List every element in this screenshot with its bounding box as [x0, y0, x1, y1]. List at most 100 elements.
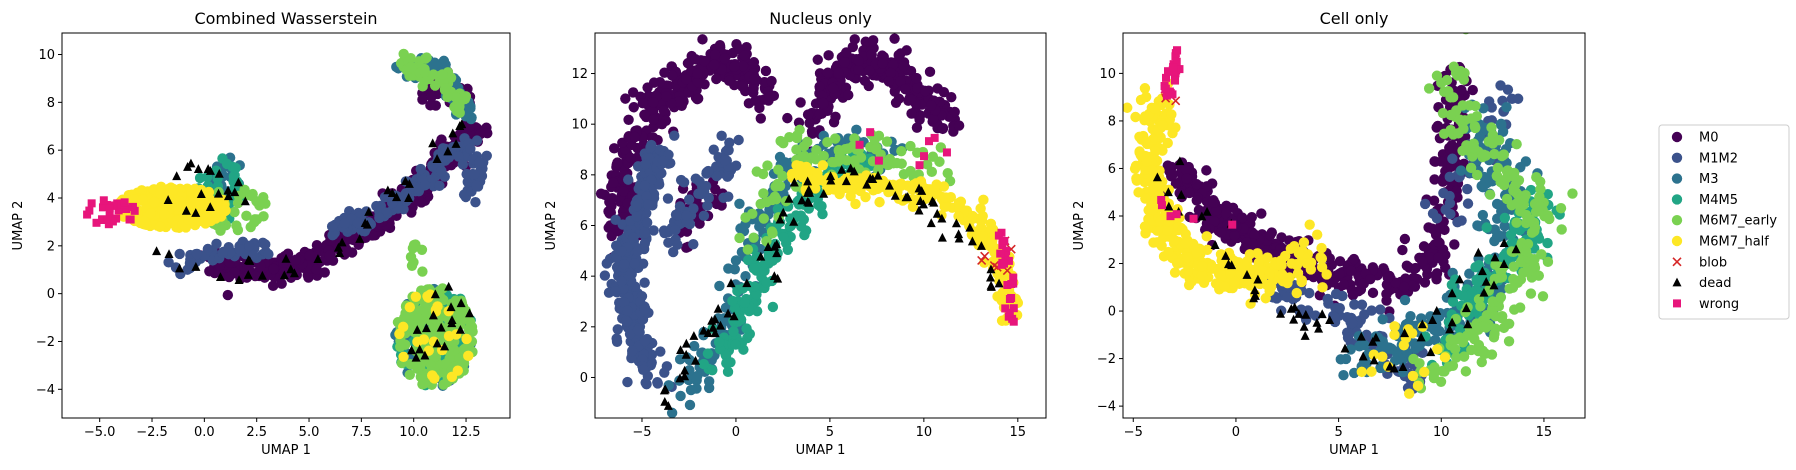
point-dead — [428, 138, 438, 148]
x-axis-label: UMAP 1 — [796, 443, 846, 458]
x-axis-label: UMAP 1 — [261, 443, 311, 458]
point-m1m2 — [1322, 293, 1333, 305]
point-m6m7_early — [734, 232, 745, 244]
point-m0 — [911, 72, 922, 84]
point-dead — [926, 218, 936, 228]
point-m1m2 — [1346, 317, 1358, 329]
point-m4m5 — [721, 358, 732, 369]
point-m6m7_half — [953, 197, 965, 209]
point-m4m5 — [707, 365, 718, 376]
point-m6m7_half — [201, 210, 212, 222]
point-m6m7_half — [394, 328, 405, 340]
point-m0 — [1452, 192, 1463, 203]
point-m0 — [637, 98, 648, 109]
point-m0 — [623, 114, 634, 125]
point-dead — [986, 264, 996, 274]
point-m6m7_early — [406, 61, 417, 73]
point-m0 — [255, 260, 266, 272]
point-m3 — [1380, 341, 1392, 353]
point-m6m7_early — [1508, 185, 1519, 196]
point-m3 — [1478, 103, 1489, 114]
point-m1m2 — [436, 165, 447, 177]
point-dead — [456, 298, 466, 308]
point-dead — [411, 352, 421, 362]
point-dead — [404, 179, 414, 188]
point-m4m5 — [739, 297, 750, 309]
point-m6m7_early — [761, 236, 772, 247]
point-m1m2 — [1419, 198, 1431, 210]
point-m0 — [648, 114, 659, 125]
point-m4m5 — [815, 201, 827, 213]
point-dead — [676, 345, 686, 355]
point-m1m2 — [457, 159, 469, 170]
point-m6m7_early — [798, 141, 810, 152]
point-dead — [313, 254, 323, 263]
point-m1m2 — [1456, 215, 1467, 226]
point-dead — [164, 249, 174, 259]
point-m0 — [1401, 260, 1413, 271]
point-m6m7_half — [195, 200, 206, 211]
point-m0 — [830, 111, 841, 122]
point-m0 — [748, 73, 760, 85]
point-m6m7_early — [818, 150, 829, 162]
point-m6m7_early — [445, 72, 457, 83]
point-m6m7_half — [1285, 243, 1297, 254]
point-m0 — [905, 94, 917, 105]
point-m4m5 — [730, 339, 741, 350]
point-m0 — [250, 270, 261, 282]
point-m0 — [867, 35, 879, 46]
point-wrong — [942, 148, 951, 157]
point-dead — [152, 246, 162, 256]
point-m6m7_early — [791, 130, 803, 141]
point-m1m2 — [641, 379, 652, 390]
point-m3 — [1389, 355, 1401, 366]
point-m6m7_half — [926, 190, 938, 201]
point-wrong — [994, 231, 1003, 240]
point-m6m7_early — [751, 166, 762, 177]
point-m0 — [1347, 289, 1359, 301]
point-dead — [937, 232, 947, 242]
point-dead — [681, 349, 691, 359]
point-dead — [360, 218, 370, 228]
point-m0 — [1365, 274, 1376, 285]
point-dead — [175, 263, 185, 273]
point-m0 — [629, 131, 641, 143]
point-dead — [415, 344, 425, 354]
point-m0 — [1428, 195, 1440, 206]
point-dead — [404, 193, 414, 202]
point-m1m2 — [659, 227, 670, 239]
point-m6m7_early — [830, 133, 841, 144]
x-tick-label: 12.5 — [452, 425, 481, 440]
point-m6m7_early — [258, 211, 269, 222]
point-m1m2 — [1462, 198, 1474, 209]
point-dead — [726, 278, 736, 288]
point-m0 — [853, 55, 865, 67]
point-m6m7_early — [1431, 70, 1443, 81]
point-dead — [965, 222, 975, 232]
point-m6m7_early — [419, 66, 431, 78]
point-wrong — [125, 215, 134, 224]
point-wrong — [1005, 308, 1014, 317]
point-wrong — [114, 206, 123, 215]
point-m6m7_half — [1317, 282, 1328, 293]
point-m1m2 — [652, 378, 663, 389]
point-m0 — [708, 59, 720, 71]
x-tick-label: −5.0 — [84, 425, 116, 440]
point-m1m2 — [260, 239, 271, 250]
point-m6m7_early — [1428, 369, 1440, 380]
point-m0 — [1431, 122, 1442, 133]
point-m6m7_half — [1167, 128, 1178, 139]
point-m0 — [906, 108, 917, 119]
x-tick-label: 5.0 — [299, 425, 320, 440]
point-m6m7_early — [762, 160, 773, 171]
point-m3 — [666, 407, 678, 418]
point-m0 — [290, 254, 302, 265]
point-m0 — [1418, 241, 1430, 252]
point-m4m5 — [742, 254, 754, 266]
point-m4m5 — [698, 358, 710, 370]
point-m6m7_half — [180, 222, 192, 233]
point-dead — [333, 242, 343, 252]
point-m0 — [864, 65, 875, 76]
point-m0 — [319, 267, 330, 278]
point-m6m7_early — [467, 326, 478, 337]
